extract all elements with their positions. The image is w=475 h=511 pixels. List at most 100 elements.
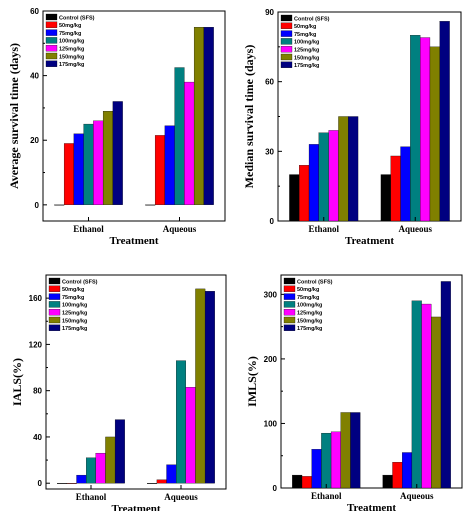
legend-label-175mg-kg: 175mg/kg	[59, 62, 84, 68]
x-tick-label-ethanol: Ethanol	[311, 491, 342, 501]
bar-ethanol-100mg-kg	[321, 432, 332, 489]
x-tick-label-ethanol: Ethanol	[73, 224, 104, 234]
legend-label-control-sfs: Control (SFS)	[59, 15, 95, 21]
y-tick-label: 160	[29, 294, 43, 303]
chart-svg-average-survival: 0 20 40 60 Ethanol Aqueous Treatment Average su…	[7, 7, 226, 247]
legend-label-50mg-kg: 50mg/kg	[59, 23, 81, 29]
y-axis-label: Average survival time (days)	[7, 43, 21, 189]
y-tick-label: 40	[33, 433, 42, 442]
bar-ethanol-control-sfs	[57, 483, 68, 484]
bar-ethanol-100mg-kg	[318, 132, 329, 222]
bar-aqueous-75mg-kg	[166, 464, 177, 484]
bar-ethanol-175mg-kg	[350, 412, 361, 489]
bar-ethanol-125mg-kg	[328, 130, 339, 222]
x-tick-label-ethanol: Ethanol	[308, 224, 339, 234]
y-tick-label: 40	[30, 72, 39, 81]
legend-label-control-sfs: Control (SFS)	[297, 279, 333, 285]
legend-swatch-150mg-kg	[45, 52, 58, 60]
legend-label-control-sfs: Control (SFS)	[294, 16, 330, 22]
legend-label-125mg-kg: 125mg/kg	[297, 311, 322, 317]
bar-aqueous-75mg-kg	[402, 452, 413, 489]
legend-label-150mg-kg: 150mg/kg	[59, 54, 84, 60]
bar-aqueous-125mg-kg	[184, 81, 195, 205]
y-tick-label: 120	[29, 340, 43, 349]
bar-ethanol-control-sfs	[289, 174, 300, 222]
legend-swatch-control-sfs	[280, 14, 293, 22]
y-tick-label: 20	[30, 136, 39, 145]
plot-frame	[42, 10, 226, 222]
legend-swatch-control-sfs	[48, 277, 61, 285]
legend-swatch-75mg-kg	[283, 293, 296, 300]
bar-aqueous-125mg-kg	[421, 303, 432, 489]
bar-aqueous-175mg-kg	[203, 27, 214, 205]
bar-ethanol-125mg-kg	[95, 452, 106, 484]
legend-swatch-75mg-kg	[280, 30, 293, 37]
y-axis-label: Median survival time (days)	[242, 45, 256, 189]
bar-aqueous-150mg-kg	[431, 316, 442, 489]
legend-label-100mg-kg: 100mg/kg	[297, 303, 322, 309]
legend-label-150mg-kg: 150mg/kg	[297, 318, 322, 324]
chart-average-survival-time: 0 20 40 60 Ethanol Aqueous Treatment Average su…	[0, 0, 237, 255]
bar-aqueous-control-sfs	[382, 474, 393, 489]
legend-swatch-100mg-kg	[280, 38, 293, 45]
y-tick-label: 0	[35, 201, 40, 210]
legend-label-control-sfs: Control (SFS)	[62, 279, 98, 285]
legend-swatch-175mg-kg	[48, 324, 61, 331]
legend-label-75mg-kg: 75mg/kg	[294, 32, 316, 38]
chart-imls: 0 100 200 300 Ethanol Aqueous Treatment IMLS(%)…	[237, 255, 475, 511]
bar-aqueous-100mg-kg	[174, 67, 185, 205]
legend-label-150mg-kg: 150mg/kg	[62, 318, 87, 324]
bar-aqueous-175mg-kg	[439, 21, 450, 222]
legend-swatch-50mg-kg	[45, 21, 58, 28]
bar-ethanol-175mg-kg	[114, 419, 125, 484]
legend-label-175mg-kg: 175mg/kg	[294, 63, 319, 69]
legend-swatch-175mg-kg	[283, 324, 296, 331]
bar-ethanol-150mg-kg	[340, 412, 351, 489]
legend-swatch-50mg-kg	[48, 285, 61, 292]
y-tick-label: 0	[38, 479, 43, 488]
x-tick-label-ethanol: Ethanol	[76, 492, 107, 502]
y-tick-label: 100	[264, 419, 278, 428]
legend-swatch-control-sfs	[45, 13, 58, 21]
y-tick-label: 0	[270, 217, 275, 226]
legend-swatch-150mg-kg	[283, 316, 296, 324]
legend-label-125mg-kg: 125mg/kg	[59, 47, 84, 53]
bar-aqueous-control-sfs	[145, 204, 156, 206]
bar-ethanol-150mg-kg	[102, 111, 114, 205]
bar-ethanol-50mg-kg	[63, 143, 75, 205]
bar-aqueous-150mg-kg	[195, 288, 206, 484]
x-axis-label: Treatment	[347, 502, 396, 511]
bar-aqueous-100mg-kg	[410, 35, 421, 222]
x-tick-label-aqueous: Aqueous	[164, 492, 198, 502]
plot-frame	[280, 274, 463, 489]
y-axis-label: IALS(%)	[10, 358, 24, 406]
legend-swatch-125mg-kg	[283, 309, 296, 316]
legend-swatch-125mg-kg	[45, 45, 58, 52]
bar-ethanol-50mg-kg	[301, 476, 312, 489]
chart-ials: 0 40 80 120 160 Ethanol Aqueous Treatment IALS(%…	[0, 255, 237, 511]
bar-ethanol-150mg-kg	[338, 116, 349, 222]
legend-swatch-100mg-kg	[45, 37, 58, 44]
bar-aqueous-100mg-kg	[411, 300, 422, 489]
legend-label-75mg-kg: 75mg/kg	[62, 295, 84, 301]
bar-aqueous-50mg-kg	[390, 155, 401, 222]
legend-label-75mg-kg: 75mg/kg	[59, 31, 81, 37]
legend-label-50mg-kg: 50mg/kg	[297, 287, 319, 293]
bar-aqueous-50mg-kg	[156, 479, 167, 484]
y-tick-label: 60	[30, 7, 39, 16]
bar-ethanol-75mg-kg	[73, 133, 84, 205]
legend-swatch-75mg-kg	[45, 29, 58, 36]
y-tick-label: 30	[265, 147, 274, 156]
bar-aqueous-150mg-kg	[429, 46, 440, 222]
x-tick-label-aqueous: Aqueous	[163, 224, 197, 234]
bar-ethanol-75mg-kg	[308, 144, 319, 222]
bar-ethanol-125mg-kg	[93, 120, 104, 205]
legend-swatch-50mg-kg	[283, 285, 296, 292]
y-tick-label: 80	[33, 387, 42, 396]
legend-swatch-control-sfs	[283, 277, 296, 285]
bar-aqueous-control-sfs	[147, 483, 158, 484]
bar-ethanol-50mg-kg	[66, 483, 77, 484]
legend-swatch-75mg-kg	[48, 293, 61, 300]
legend-swatch-150mg-kg	[280, 53, 293, 61]
legend-swatch-150mg-kg	[48, 316, 61, 324]
